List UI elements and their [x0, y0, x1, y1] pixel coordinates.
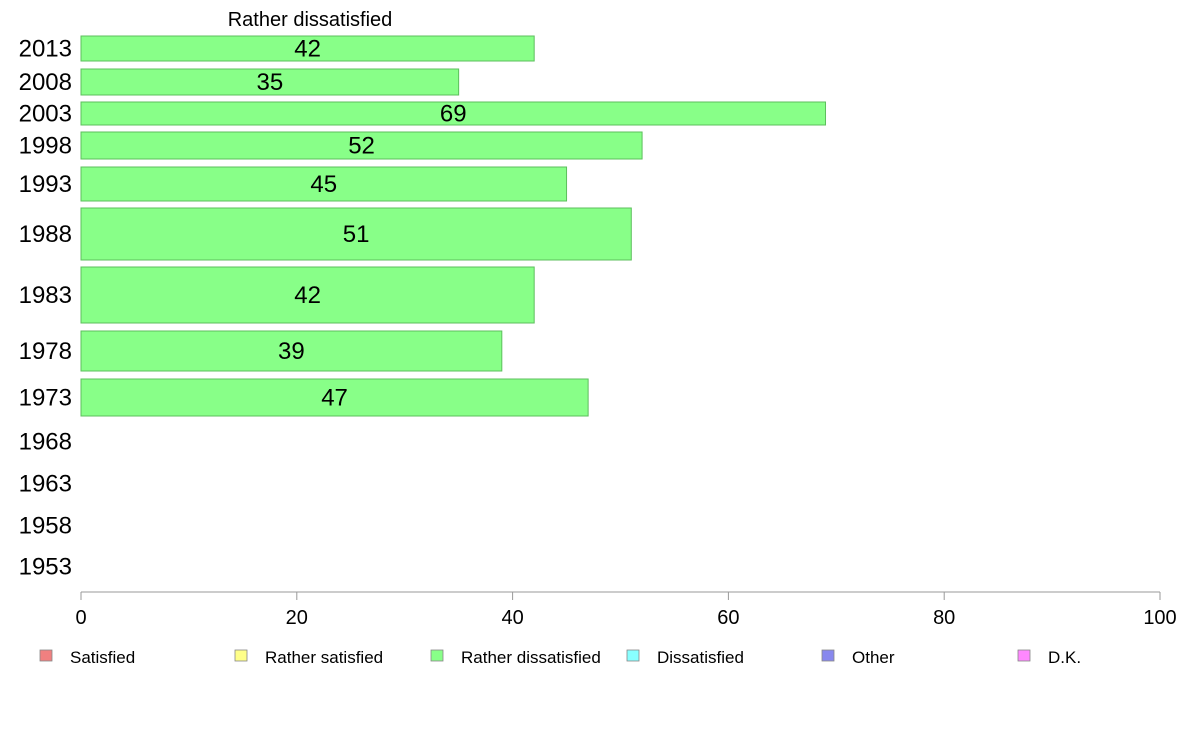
bar-2013	[80, 35, 535, 62]
year-label-1983: 1983	[19, 282, 72, 309]
bar-value-label-1973: 47	[321, 385, 348, 412]
bar-1978	[80, 330, 503, 372]
legend-swatch-rather-dissatisfied	[430, 649, 444, 662]
bar-value-label-1983: 42	[294, 282, 321, 309]
bar-1988	[80, 207, 632, 261]
legend-label-dissatisfied: Dissatisfied	[657, 648, 744, 667]
bar-2008	[80, 68, 460, 96]
bar-value-label-1988: 51	[343, 221, 370, 248]
legend-swatch-other	[821, 649, 835, 662]
legend-label-satisfied: Satisfied	[70, 648, 135, 667]
legend-label-d-k: D.K.	[1048, 648, 1081, 667]
year-label-2008: 2008	[19, 69, 72, 96]
bar-1973	[80, 378, 589, 417]
bar-value-label-2013: 42	[294, 36, 321, 63]
year-label-2013: 2013	[19, 36, 72, 63]
bar-value-label-2003: 69	[440, 101, 467, 128]
bar-value-label-2008: 35	[256, 69, 283, 96]
bar-2003	[80, 101, 827, 126]
year-label-1993: 1993	[19, 171, 72, 198]
year-label-2003: 2003	[19, 101, 72, 128]
x-tick-label-40: 40	[501, 607, 523, 629]
legend: Satisfied Rather satisfied Rather dissatis…	[39, 648, 1081, 667]
year-label-1963: 1963	[19, 471, 72, 498]
bar-1993	[80, 166, 568, 202]
x-tick-label-0: 0	[75, 607, 86, 629]
chart-title: Rather dissatisfied	[228, 9, 393, 31]
x-tick-label-100: 100	[1143, 607, 1176, 629]
legend-swatch-satisfied	[39, 649, 53, 662]
year-label-1988: 1988	[19, 221, 72, 248]
year-label-1953: 1953	[19, 554, 72, 581]
legend-swatch-d-k	[1017, 649, 1031, 662]
bar-value-label-1993: 45	[310, 171, 337, 198]
x-tick-label-60: 60	[717, 607, 739, 629]
x-tick-label-80: 80	[933, 607, 955, 629]
year-labels-group: 2013 2008 2003 1998 1993 1988 1983 1978 1973 1968…	[19, 36, 72, 581]
legend-label-other: Other	[852, 648, 895, 667]
bar-value-label-1978: 39	[278, 338, 305, 365]
year-label-1978: 1978	[19, 338, 72, 365]
legend-swatch-rather-satisfied	[234, 649, 248, 662]
bar-1983	[80, 266, 535, 324]
year-label-1958: 1958	[19, 513, 72, 540]
x-axis: 0 20 40 60 80 100	[75, 591, 1177, 629]
year-label-1968: 1968	[19, 429, 72, 456]
legend-swatch-dissatisfied	[626, 649, 640, 662]
year-label-1973: 1973	[19, 385, 72, 412]
year-label-1998: 1998	[19, 133, 72, 160]
bar-1998	[80, 131, 643, 160]
bar-value-label-1998: 52	[348, 133, 375, 160]
legend-label-rather-satisfied: Rather satisfied	[265, 648, 383, 667]
x-tick-label-20: 20	[286, 607, 308, 629]
legend-label-rather-dissatisfied: Rather dissatisfied	[461, 648, 601, 667]
